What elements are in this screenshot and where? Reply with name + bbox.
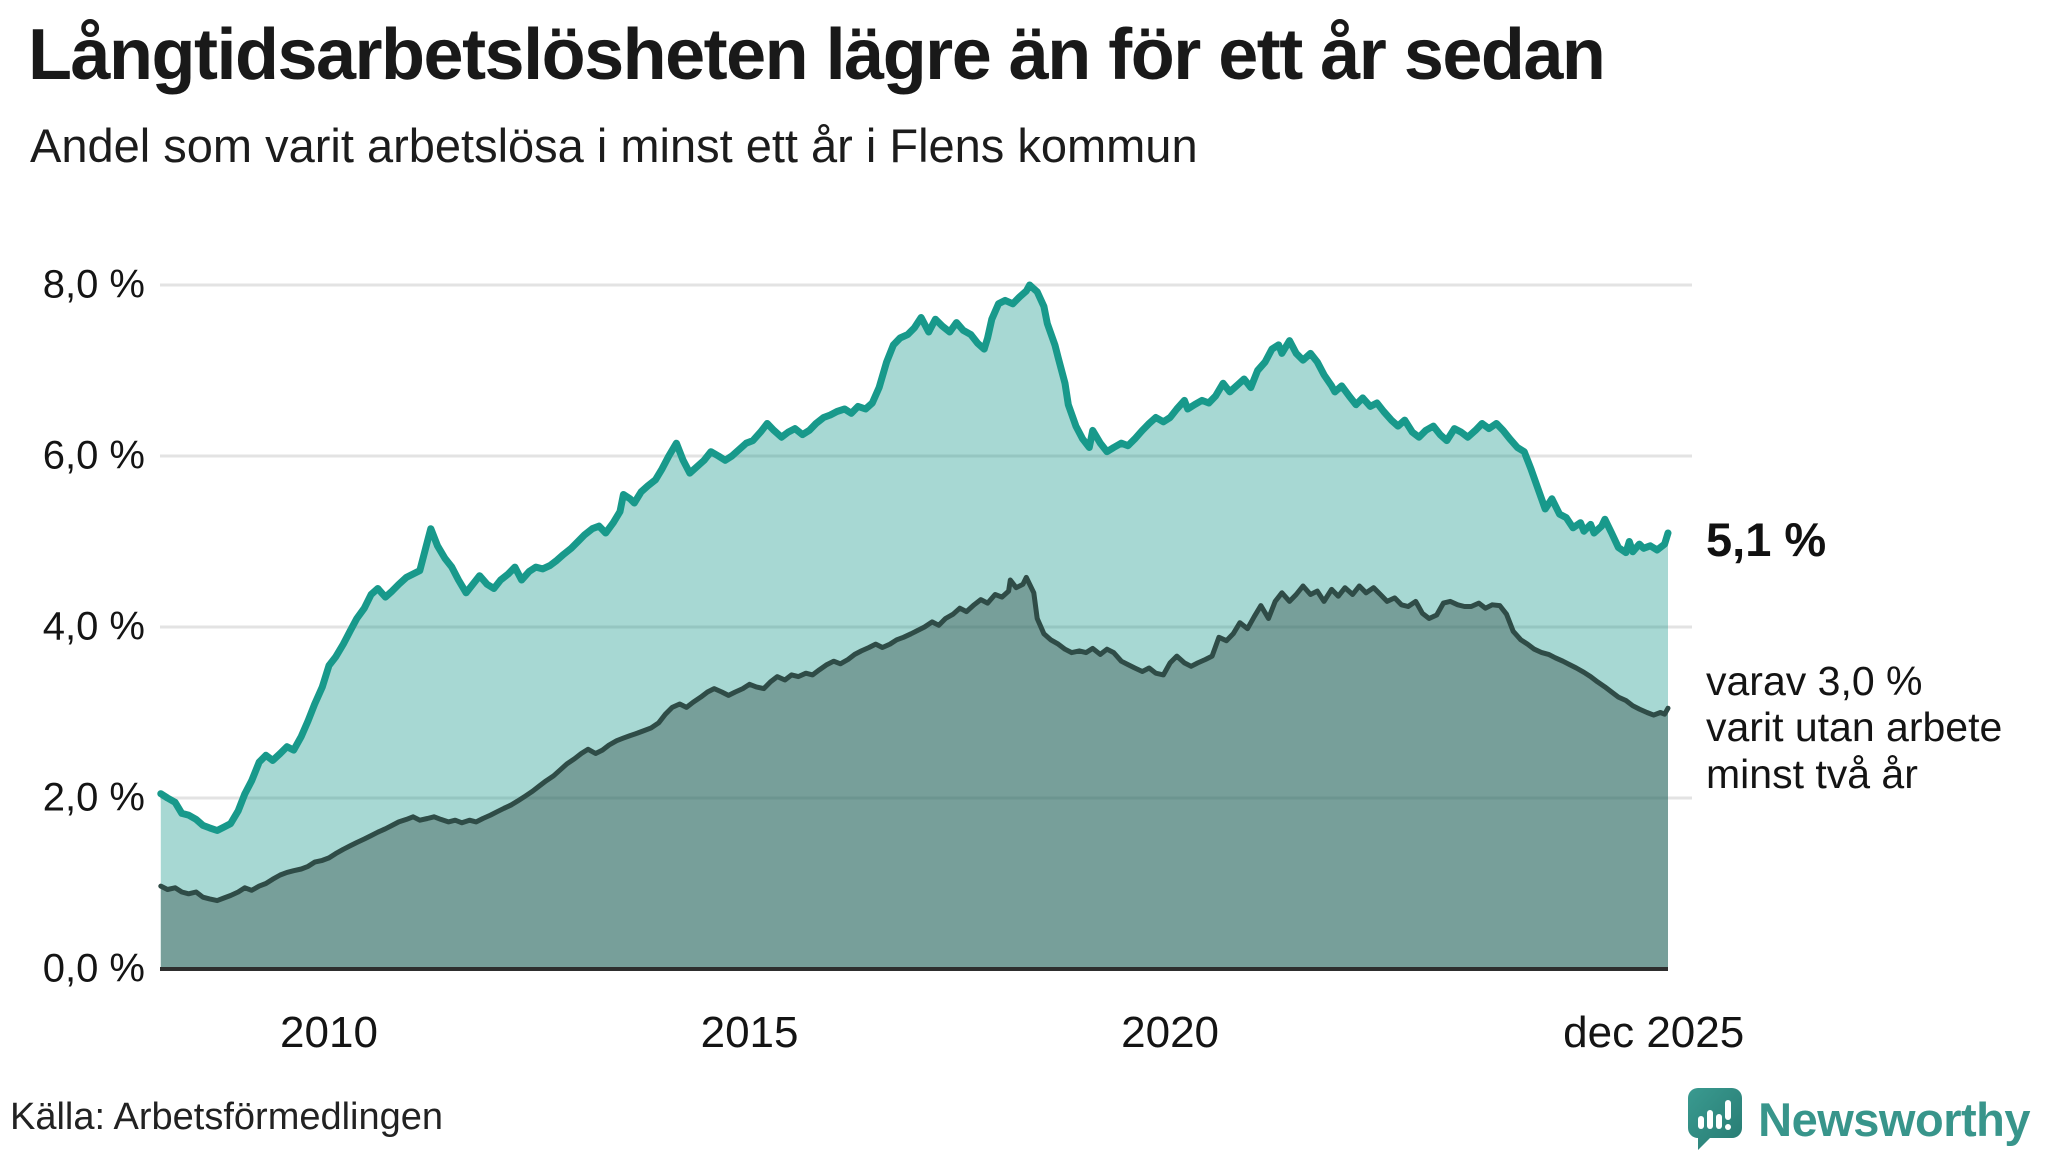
series2-annotation-line-2: minst två år: [1706, 750, 1918, 797]
series2-line: [158, 574, 1671, 904]
chart-areas: [160, 285, 1668, 969]
series1-end-value-label: 5,1 %: [1706, 513, 1827, 566]
series2-annotation-line-1: varit utan arbete: [1706, 704, 2003, 751]
newsworthy-logo-icon: [1688, 1088, 1743, 1150]
y-tick-4: 0,0 %: [42, 946, 145, 991]
page-subtitle: Andel som varit arbetslösa i minst ett å…: [30, 119, 1198, 172]
x-tick-0: 2010: [280, 1008, 378, 1057]
y-tick-2: 4,0 %: [42, 604, 145, 649]
x-tick-2: 2020: [1121, 1008, 1220, 1057]
y-tick-3: 2,0 %: [42, 775, 145, 820]
series1-area: [160, 285, 1668, 969]
y-tick-1: 6,0 %: [42, 433, 145, 478]
series2-area: [160, 577, 1668, 969]
newsworthy-brand: Newsworthy: [1688, 1088, 2030, 1150]
page-title: Långtidsarbetslösheten lägre än för ett …: [28, 15, 1606, 95]
series2-annotation-line-0: varav 3,0 %: [1706, 658, 1923, 704]
x-tick-1: 2015: [700, 1008, 799, 1057]
series2-annotation: varav 3,0 % varit utan arbete minst två år: [1706, 658, 2002, 797]
chart-lines: [157, 281, 1672, 904]
x-tick-3: dec 2025: [1563, 1008, 1745, 1057]
source-note: Källa: Arbetsförmedlingen: [10, 1096, 444, 1138]
series1-line: [157, 281, 1672, 834]
newsworthy-wordmark: Newsworthy: [1758, 1092, 2030, 1146]
y-tick-0: 8,0 %: [42, 262, 145, 307]
